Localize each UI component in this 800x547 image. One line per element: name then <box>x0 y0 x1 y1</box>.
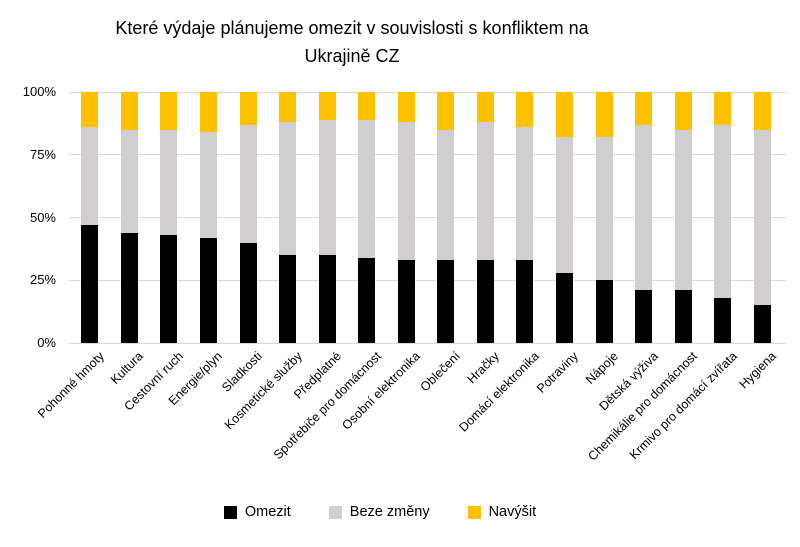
chart-title-line-2: Ukrajině CZ <box>304 46 400 66</box>
bar-segment-navysit <box>476 92 494 123</box>
bar-segment-navysit <box>753 92 771 130</box>
bar-segment-omezit <box>81 225 99 343</box>
bar-segment-beze-zmeny <box>279 122 297 256</box>
bar-segment-navysit <box>239 92 257 125</box>
bar-segment-omezit <box>714 297 732 343</box>
bar-segment-beze-zmeny <box>397 122 415 261</box>
bar-segment-omezit <box>437 260 455 343</box>
bar-segment-beze-zmeny <box>358 119 376 258</box>
bar-segment-omezit <box>674 290 692 343</box>
bar-segment-omezit <box>476 260 494 343</box>
chart-title: Které výdaje plánujeme omezit v souvislo… <box>0 14 704 70</box>
legend-label: Navýšit <box>488 504 537 520</box>
gridline-25 <box>69 279 786 281</box>
legend-item-navysit: Navýšit <box>467 504 537 520</box>
bar-segment-beze-zmeny <box>476 122 494 261</box>
legend-swatch-icon <box>328 505 342 519</box>
bar-segment-omezit <box>397 260 415 343</box>
bar-segment-beze-zmeny <box>318 119 336 256</box>
bar-segment-beze-zmeny <box>674 129 692 291</box>
gridline-0 <box>69 342 786 344</box>
legend-item-beze-zmeny: Beze změny <box>328 504 430 520</box>
legend-label: Beze změny <box>349 504 430 520</box>
legend-item-omezit: Omezit <box>223 504 291 520</box>
y-axis-tick-label: 75% <box>29 146 56 162</box>
bar-segment-navysit <box>397 92 415 123</box>
bar-segment-omezit <box>160 235 178 343</box>
bar-segment-omezit <box>516 260 534 343</box>
bar-segment-beze-zmeny <box>516 127 534 261</box>
bar-segment-navysit <box>635 92 653 125</box>
legend-swatch-icon <box>467 505 481 519</box>
bar-segment-omezit <box>555 272 573 343</box>
bar-segment-omezit <box>199 237 217 343</box>
legend-swatch-icon <box>223 505 237 519</box>
bar-segment-omezit <box>753 305 771 343</box>
bar-segment-beze-zmeny <box>239 124 257 243</box>
bar-segment-navysit <box>81 92 99 128</box>
bar-segment-navysit <box>199 92 217 133</box>
gridline-75 <box>69 154 786 156</box>
bar-segment-omezit <box>239 242 257 343</box>
bar-segment-beze-zmeny <box>81 127 99 225</box>
chart-title-line-1: Které výdaje plánujeme omezit v souvislo… <box>115 18 589 38</box>
bar-segment-navysit <box>714 92 732 125</box>
bar-segment-beze-zmeny <box>437 129 455 261</box>
bar-segment-omezit <box>318 255 336 343</box>
y-axis-tick-label: 50% <box>29 209 56 225</box>
bar-segment-omezit <box>595 280 613 343</box>
y-axis-tick-label: 100% <box>22 84 56 99</box>
bar-segment-omezit <box>120 232 138 343</box>
gridline-100 <box>69 91 786 93</box>
bar-segment-beze-zmeny <box>595 137 613 281</box>
y-axis-tick-label: 0% <box>37 335 56 350</box>
bar-segment-omezit <box>279 255 297 343</box>
y-axis-tick-label: 25% <box>29 272 56 288</box>
bar-segment-navysit <box>120 92 138 130</box>
bar-segment-navysit <box>279 92 297 123</box>
bar-segment-navysit <box>516 92 534 128</box>
bar-segment-navysit <box>358 92 376 120</box>
bar-segment-beze-zmeny <box>635 124 653 291</box>
legend-label: Omezit <box>244 504 291 520</box>
bar-segment-beze-zmeny <box>555 137 573 273</box>
bar-segment-navysit <box>437 92 455 130</box>
bar-segment-omezit <box>358 257 376 343</box>
bar-segment-beze-zmeny <box>160 129 178 236</box>
gridline-50 <box>69 217 786 218</box>
bar-segment-beze-zmeny <box>199 132 217 238</box>
bar-segment-beze-zmeny <box>753 129 771 306</box>
chart-legend: Omezit Beze změny Navýšit <box>0 504 760 520</box>
bar-segment-beze-zmeny <box>120 129 138 233</box>
bar-segment-navysit <box>160 92 178 130</box>
bar-segment-omezit <box>635 290 653 343</box>
bar-segment-beze-zmeny <box>714 124 732 298</box>
bar-segment-navysit <box>595 92 613 138</box>
bar-segment-navysit <box>555 92 573 138</box>
bar-segment-navysit <box>318 92 336 120</box>
bar-segment-navysit <box>674 92 692 130</box>
